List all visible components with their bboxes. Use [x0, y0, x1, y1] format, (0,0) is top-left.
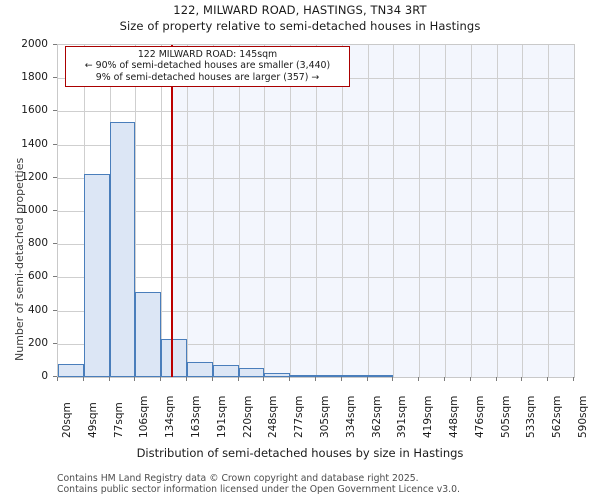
y-axis-tick-label: 1400: [21, 137, 48, 150]
histogram-bar: [212, 365, 239, 377]
y-axis-tick-mark: [53, 243, 57, 244]
gridline-horizontal: [58, 145, 574, 146]
x-axis-tick-mark: [263, 377, 264, 381]
x-axis-tick-mark: [444, 377, 445, 381]
x-axis-tick-label: 134sqm: [164, 395, 177, 438]
annotation-line-2: ← 90% of semi-detached houses are smalle…: [84, 60, 331, 72]
x-axis-tick-mark: [341, 377, 342, 381]
y-axis-tick-label: 1200: [21, 170, 48, 183]
gridline-horizontal: [58, 111, 574, 112]
footer-line-1: Contains HM Land Registry data © Crown c…: [57, 473, 419, 484]
x-axis-tick-mark: [212, 377, 213, 381]
x-axis-tick-label: 448sqm: [448, 395, 460, 438]
property-size-marker-line: [171, 45, 174, 377]
annotation-box: 122 MILWARD ROAD: 145sqm ← 90% of semi-d…: [65, 46, 350, 88]
histogram-bar: [83, 173, 110, 377]
histogram-bar: [187, 361, 213, 377]
histogram-bar: [161, 339, 187, 377]
chart-subtitle: Size of property relative to semi-detach…: [119, 19, 481, 33]
x-axis-tick-mark: [367, 377, 368, 381]
gridline-horizontal: [58, 311, 574, 312]
histogram-bar: [264, 372, 291, 377]
y-axis-tick-label: 2000: [21, 38, 48, 50]
y-axis-tick-label: 1800: [21, 71, 48, 84]
x-axis-tick-label: 562sqm: [551, 395, 564, 438]
histogram-bar: [367, 375, 394, 377]
x-axis-tick-mark: [160, 377, 161, 381]
x-axis-tick-mark: [573, 377, 574, 381]
y-axis-label: Number of semi-detached properties: [13, 157, 26, 361]
annotation-line-3: 9% of semi-detached houses are larger (3…: [95, 71, 320, 83]
x-axis-tick-label: 106sqm: [138, 395, 151, 438]
histogram-bar: [135, 292, 162, 377]
histogram-bar: [58, 364, 84, 377]
y-axis-tick-mark: [53, 276, 57, 277]
x-axis-tick-mark: [470, 377, 471, 381]
y-axis-tick-mark: [53, 77, 57, 78]
y-axis-tick-label: 1000: [21, 204, 48, 216]
x-axis-tick-mark: [238, 377, 239, 381]
x-axis-tick-label: 505sqm: [499, 395, 512, 438]
histogram-bar: [341, 375, 368, 377]
x-axis-tick-mark: [521, 377, 522, 381]
histogram-bar: [290, 375, 316, 377]
x-axis-tick-mark: [315, 377, 316, 381]
x-axis-tick-mark: [134, 377, 135, 381]
annotation-line-1: 122 MILWARD ROAD: 145sqm: [137, 49, 278, 60]
y-axis-tick-mark: [53, 144, 57, 145]
x-axis-tick-label: 590sqm: [577, 395, 589, 438]
x-axis-tick-mark: [418, 377, 419, 381]
x-axis-tick-mark: [186, 377, 187, 381]
x-axis-tick-label: 20sqm: [61, 402, 73, 438]
x-axis-tick-label: 419sqm: [422, 395, 435, 438]
x-axis-tick-mark: [496, 377, 497, 381]
y-axis-tick-label: 200: [27, 336, 48, 349]
y-axis-tick-mark: [53, 310, 57, 311]
y-axis-tick-mark: [53, 376, 57, 377]
x-axis-label: Distribution of semi-detached houses by …: [136, 446, 464, 460]
y-axis-tick-mark: [53, 177, 57, 178]
gridline-horizontal: [58, 211, 574, 212]
x-axis-tick-mark: [289, 377, 290, 381]
y-axis-tick-mark: [53, 44, 57, 45]
y-axis-tick-mark: [53, 343, 57, 344]
y-axis-tick-label: 400: [27, 303, 48, 316]
y-axis-tick-mark: [53, 210, 57, 211]
y-axis-tick-label: 600: [27, 270, 48, 283]
x-axis-tick-label: 305sqm: [319, 395, 331, 438]
plot-area: [57, 44, 575, 378]
histogram-bar: [316, 375, 342, 377]
x-axis-tick-label: 334sqm: [344, 395, 357, 438]
footer-line-2: Contains public sector information licen…: [57, 484, 460, 495]
x-axis-tick-label: 220sqm: [241, 395, 254, 438]
x-axis-tick-label: 533sqm: [525, 395, 538, 438]
y-axis-tick-label: 800: [27, 237, 48, 250]
y-axis-tick-mark: [53, 110, 57, 111]
x-axis-tick-mark: [547, 377, 548, 381]
gridline-horizontal: [58, 178, 574, 179]
x-axis-tick-label: 191sqm: [215, 395, 228, 438]
chart-title: 122, MILWARD ROAD, HASTINGS, TN34 3RT: [173, 3, 427, 17]
x-axis-tick-mark: [392, 377, 393, 381]
x-axis-tick-label: 77sqm: [112, 402, 125, 438]
x-axis-tick-label: 49sqm: [86, 402, 99, 438]
x-axis-tick-mark: [83, 377, 84, 381]
x-axis-tick-mark: [57, 377, 58, 381]
x-axis-tick-label: 248sqm: [267, 395, 280, 438]
histogram-bar: [238, 368, 265, 377]
x-axis-tick-label: 277sqm: [293, 395, 306, 438]
x-axis-tick-label: 163sqm: [190, 395, 202, 438]
gridline-horizontal: [58, 244, 574, 245]
y-axis-tick-label: 0: [41, 370, 48, 382]
histogram-bar: [109, 122, 136, 377]
x-axis-tick-mark: [109, 377, 110, 381]
gridline-horizontal: [58, 277, 574, 278]
gridline-horizontal: [58, 344, 574, 345]
x-axis-tick-label: 476sqm: [473, 395, 486, 438]
x-axis-tick-label: 362sqm: [370, 395, 383, 438]
y-axis-tick-label: 1600: [21, 104, 48, 117]
x-axis-tick-label: 391sqm: [396, 395, 409, 438]
